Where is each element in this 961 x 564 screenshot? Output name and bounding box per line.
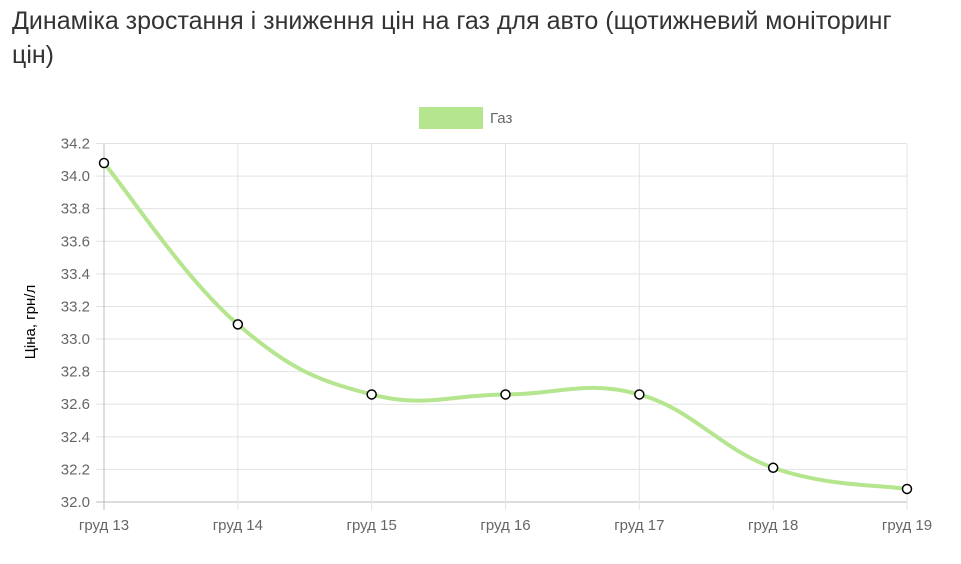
data-point [634,389,645,400]
y-tick-label: 34.2 [61,136,90,153]
data-point [500,389,511,400]
y-axis-label: Ціна, грн/л [22,285,39,359]
data-point [232,319,244,330]
y-tick-label: 32.2 [61,461,90,478]
y-tick-label: 33.4 [61,266,90,283]
chart-title: Динаміка зростання і зниження цін на газ… [12,7,892,69]
y-tick-label: 32.6 [61,396,90,413]
legend-swatch [419,107,483,129]
data-point [901,483,913,495]
x-tick-label: груд 18 [748,517,798,534]
y-tick-label: 32.4 [61,429,90,446]
y-tick-label: 32.0 [61,494,90,511]
y-tick-label: 34.0 [61,168,90,185]
y-tick-label: 33.0 [61,331,90,348]
y-tick-label: 33.8 [61,201,90,218]
y-tick-label: 32.8 [61,364,90,381]
y-tick-label: 33.6 [61,233,90,250]
y-tick-label: 33.2 [61,298,90,315]
data-point [767,462,779,474]
x-tick-label: груд 16 [480,517,530,534]
data-point [366,389,377,400]
x-tick-label: груд 17 [614,517,664,534]
x-tick-label: груд 19 [882,517,932,534]
data-point [98,157,110,169]
x-tick-label: груд 14 [213,517,263,534]
x-tick-label: груд 13 [79,517,129,534]
x-tick-label: груд 15 [347,517,397,534]
legend-label: Газ [490,110,512,127]
